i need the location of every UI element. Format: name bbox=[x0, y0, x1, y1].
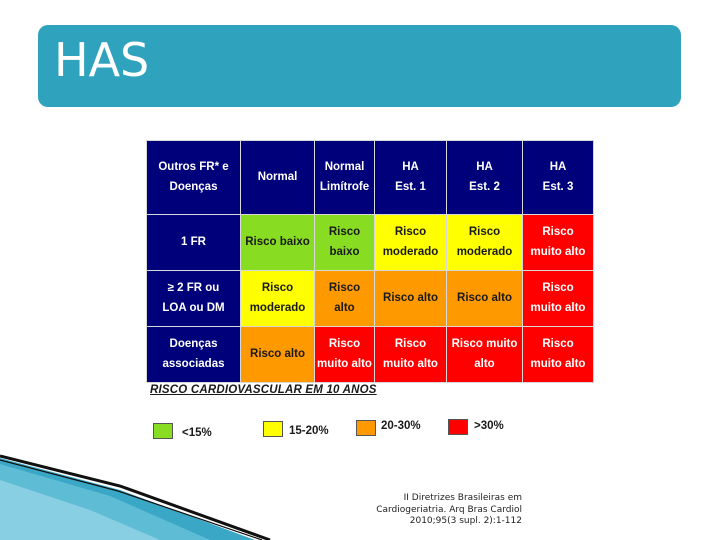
table-row: ≥ 2 FR ou LOA ou DM Risco moderado Risco alto… bbox=[146, 269, 594, 327]
cell-text: associadas bbox=[162, 358, 225, 371]
cell-text: Normal bbox=[257, 171, 298, 184]
cell-text: moderado bbox=[382, 246, 439, 259]
risk-cell: Risco moderado bbox=[374, 213, 447, 271]
cell-text: Risco bbox=[261, 282, 294, 295]
risk-cell: Risco baixo bbox=[240, 213, 315, 271]
cell-text: alto bbox=[334, 302, 355, 315]
decorative-corner bbox=[0, 454, 271, 540]
legend-label: 20-30% bbox=[381, 420, 421, 432]
legend-label: <15% bbox=[182, 427, 212, 439]
cell-text: Normal bbox=[324, 161, 365, 174]
row-label: ≥ 2 FR ou LOA ou DM bbox=[146, 269, 241, 327]
column-header: Normal Limítrofe bbox=[314, 140, 375, 215]
cell-text: alto bbox=[474, 358, 495, 371]
legend-label: 15-20% bbox=[289, 425, 329, 437]
citation-line: II Diretrizes Brasileiras em bbox=[403, 493, 522, 503]
cell-text: muito alto bbox=[317, 358, 372, 371]
cell-text: baixo bbox=[329, 246, 360, 259]
column-header: Normal bbox=[240, 140, 315, 215]
cell-text: Limítrofe bbox=[319, 181, 370, 194]
risk-cell: Risco moderado bbox=[240, 269, 315, 327]
citation: II Diretrizes Brasileiras em Cardiogeria… bbox=[340, 493, 522, 528]
header-row: Outros FR* e Doenças Normal Normal Limítrofe… bbox=[146, 140, 594, 215]
cell-text: HA bbox=[549, 161, 567, 174]
citation-line: 2010;95(3 supl. 2):1-112 bbox=[409, 516, 522, 526]
cell-text: muito alto bbox=[530, 302, 586, 315]
risk-cell: Risco alto bbox=[374, 269, 447, 327]
cell-text: Risco bbox=[394, 338, 427, 351]
slide-title: HAS bbox=[54, 33, 150, 87]
row-label: Doenças associadas bbox=[146, 325, 241, 384]
cell-text: Est. 3 bbox=[542, 181, 574, 194]
risk-cell: Risco moderado bbox=[446, 213, 523, 271]
risk-cell: Risco muito alto bbox=[374, 325, 447, 384]
column-header: HA Est. 3 bbox=[522, 140, 594, 215]
table-row: 1 FR Risco baixo Risco baixo Risco moderado Ri… bbox=[146, 213, 594, 271]
risk-cell: Risco muito alto bbox=[314, 325, 375, 384]
legend-swatch bbox=[356, 420, 376, 436]
cell-text: Risco bbox=[328, 226, 361, 239]
cell-text: moderado bbox=[249, 302, 306, 315]
cell-text: muito alto bbox=[530, 358, 586, 371]
risk-cell: Risco muito alto bbox=[522, 269, 594, 327]
legend-swatch bbox=[153, 423, 173, 439]
risk-table: Outros FR* e Doenças Normal Normal Limítrofe… bbox=[146, 140, 594, 384]
cell-text: muito alto bbox=[383, 358, 438, 371]
cell-text: Risco bbox=[394, 226, 427, 239]
risk-cell: Risco alto bbox=[446, 269, 523, 327]
cell-text: Outros FR* e bbox=[158, 161, 229, 174]
column-header: HA Est. 2 bbox=[446, 140, 523, 215]
cell-text: HA bbox=[402, 161, 419, 174]
cell-text: Risco alto bbox=[457, 292, 512, 305]
column-header: Outros FR* e Doenças bbox=[146, 140, 241, 215]
legend-swatch bbox=[263, 421, 283, 437]
cell-text: Risco bbox=[328, 282, 361, 295]
risk-cell: Risco baixo bbox=[314, 213, 375, 271]
cell-text: Doenças bbox=[169, 338, 218, 351]
cell-text: Risco bbox=[328, 338, 361, 351]
risk-cell: Risco muito alto bbox=[522, 325, 594, 384]
legend-label: >30% bbox=[474, 420, 504, 432]
cell-text: moderado bbox=[456, 246, 513, 259]
cell-text: Est. 2 bbox=[469, 181, 500, 194]
citation-line: Cardiogeriatria. Arq Bras Cardiol bbox=[376, 504, 522, 515]
legend-swatch bbox=[448, 419, 468, 435]
cell-text: Risco alto bbox=[383, 292, 438, 305]
column-header: HA Est. 1 bbox=[374, 140, 447, 215]
title-bar: HAS bbox=[38, 25, 681, 107]
cell-text: Est. 1 bbox=[395, 181, 426, 194]
risk-cell: Risco alto bbox=[240, 325, 315, 384]
row-label: 1 FR bbox=[146, 213, 241, 271]
risk-cell: Risco muito alto bbox=[446, 325, 523, 384]
cell-text: Risco muito bbox=[451, 338, 518, 351]
cell-text: Risco baixo bbox=[245, 236, 310, 249]
cell-text: 1 FR bbox=[181, 236, 206, 249]
cell-text: Risco bbox=[542, 338, 574, 351]
section-label: RISCO CARDIOVASCULAR EM 10 ANOS bbox=[150, 384, 377, 396]
cell-text: Risco bbox=[468, 226, 501, 239]
table-row: Doenças associadas Risco alto Risco muito al… bbox=[146, 325, 594, 384]
cell-text: Risco bbox=[542, 226, 574, 239]
cell-text: Doenças bbox=[169, 181, 218, 194]
risk-cell: Risco muito alto bbox=[522, 213, 594, 271]
cell-text: Risco bbox=[542, 282, 574, 295]
risk-cell: Risco alto bbox=[314, 269, 375, 327]
cell-text: muito alto bbox=[530, 246, 586, 259]
cell-text: LOA ou DM bbox=[162, 302, 225, 315]
cell-text: Risco alto bbox=[250, 348, 305, 361]
cell-text: ≥ 2 FR ou bbox=[167, 282, 220, 295]
cell-text: HA bbox=[476, 161, 493, 174]
